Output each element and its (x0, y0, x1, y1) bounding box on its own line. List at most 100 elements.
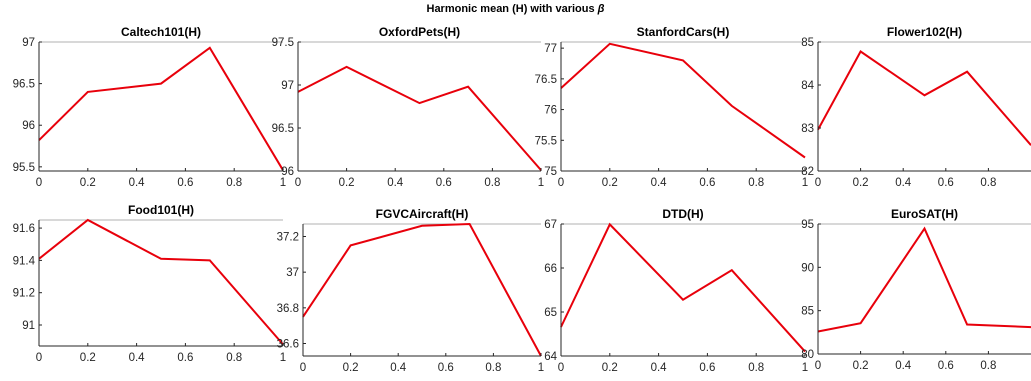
x-tick-label: 0 (558, 177, 564, 189)
x-tick-label: 0 (558, 362, 564, 374)
panel-title: DTD(H) (662, 207, 703, 221)
x-tick-label: 0.6 (438, 362, 454, 374)
panel-title: EuroSAT(H) (891, 207, 958, 221)
y-tick-label: 66 (544, 263, 557, 275)
y-tick-label: 96.5 (272, 123, 294, 135)
x-tick-label: 0.6 (938, 360, 954, 372)
x-tick-label: 0 (36, 352, 42, 364)
y-tick-label: 91 (22, 320, 35, 332)
chart-panel-4: Flower102(H) 0 0.2 0.4 0.6 0.8 82 83 84 85 (801, 25, 1031, 189)
x-tick-label: 0.6 (699, 362, 715, 374)
x-tick-label: 1 (538, 177, 544, 189)
y-tick-label: 83 (801, 123, 814, 135)
x-tick-label: 0.2 (853, 177, 869, 189)
x-tick-label: 0.8 (980, 177, 996, 189)
x-tick-label: 0.4 (895, 360, 912, 372)
y-tick-label: 65 (544, 307, 557, 319)
x-tick-label: 0.6 (177, 177, 193, 189)
y-tick-label: 37.2 (277, 231, 299, 243)
x-tick-label: 0.6 (699, 177, 715, 189)
x-tick-label: 0.4 (129, 177, 146, 189)
y-tick-label: 80 (801, 349, 814, 361)
y-tick-label: 36.6 (277, 339, 299, 351)
y-tick-label: 97.5 (272, 37, 294, 49)
y-tick-label: 76 (544, 105, 557, 117)
x-tick-label: 0 (300, 362, 306, 374)
x-tick-label: 0.4 (895, 177, 912, 189)
x-tick-label: 0 (295, 177, 301, 189)
y-tick-label: 77 (544, 43, 557, 55)
x-tick-label: 0 (815, 360, 821, 372)
x-tick-label: 0.2 (853, 360, 869, 372)
y-tick-label: 90 (801, 262, 814, 274)
x-tick-label: 1 (280, 177, 286, 189)
x-tick-label: 0.8 (748, 362, 764, 374)
x-tick-label: 0.2 (602, 177, 618, 189)
y-tick-label: 76.5 (535, 74, 557, 86)
x-tick-label: 0.6 (177, 352, 193, 364)
panel-title: Caltech101(H) (121, 25, 201, 39)
x-tick-label: 0.8 (980, 360, 996, 372)
x-tick-label: 0.4 (390, 362, 407, 374)
series-line (560, 222, 806, 353)
chart-panel-6: FGVCAircraft(H)0 0.2 0.4 0.6 0.8 136.636.8373… (277, 207, 545, 374)
y-tick-label: 82 (801, 166, 814, 178)
panel-title: Food101(H) (128, 203, 194, 217)
figure-title-text: Harmonic mean (H) with various (427, 3, 598, 15)
x-tick-label: 0.2 (343, 362, 359, 374)
x-tick-label: 1 (802, 362, 808, 374)
x-tick-label: 0.2 (80, 352, 96, 364)
x-tick-label: 0.8 (226, 177, 242, 189)
x-tick-label: 1 (802, 177, 808, 189)
series-line (560, 42, 806, 159)
y-tick-label: 95 (801, 219, 814, 231)
x-tick-label: 0 (815, 177, 821, 189)
series-line (817, 226, 1031, 333)
x-tick-label: 0.8 (226, 352, 242, 364)
y-tick-label: 91.4 (13, 255, 36, 267)
series-line (817, 50, 1031, 146)
x-tick-label: 0.4 (129, 352, 146, 364)
y-tick-label: 95.5 (13, 162, 35, 174)
chart-panel-8: EuroSAT(H) 0 0.2 0.4 0.6 0.8 80 85 90 95 (801, 207, 1031, 372)
x-tick-label: 0.4 (651, 177, 668, 189)
series-line (297, 65, 542, 171)
panel-title: Flower102(H) (887, 25, 962, 39)
panel-title: FGVCAircraft(H) (376, 207, 469, 221)
x-tick-label: 0.4 (387, 177, 404, 189)
y-tick-label: 97 (22, 37, 35, 49)
x-tick-label: 0.8 (484, 177, 500, 189)
x-tick-label: 0.2 (339, 177, 355, 189)
series-line (38, 218, 284, 346)
x-tick-label: 0 (36, 177, 42, 189)
x-tick-label: 0.4 (651, 362, 668, 374)
panel-title: OxfordPets(H) (379, 25, 460, 39)
x-tick-label: 0.2 (80, 177, 96, 189)
figure-title: Harmonic mean (H) with various β (427, 3, 605, 15)
y-tick-label: 37 (286, 267, 299, 279)
chart-panel-7: DTD(H) 0 0.2 0.4 0.6 0.8 1 64 65 66 67 (544, 207, 808, 374)
x-tick-label: 0.8 (748, 177, 764, 189)
x-tick-label: 0.2 (602, 362, 618, 374)
series-line (302, 222, 542, 357)
x-tick-label: 0.6 (938, 177, 954, 189)
y-tick-label: 97 (281, 80, 294, 92)
chart-panel-5: Food101(H) 0 0.2 0.4 0.6 0.8 1 91 91.2 91.4 91.6 (13, 203, 287, 364)
y-tick-label: 96 (281, 166, 294, 178)
y-tick-label: 67 (544, 219, 557, 231)
y-tick-label: 85 (801, 37, 814, 49)
x-tick-label: 1 (538, 362, 544, 374)
x-tick-label: 1 (280, 352, 286, 364)
chart-panel-3: StanfordCars(H)0 0.2 0.4 0.6 0.8 17575.57676.… (535, 25, 809, 189)
figure-title-beta: β (597, 3, 605, 15)
panels: Caltech101(H) 0 0.2 0.4 0.6 0.8 1 95.5 96 96.5 97 O… (13, 25, 1031, 374)
y-tick-label: 85 (801, 306, 814, 318)
y-tick-label: 96.5 (13, 79, 35, 91)
y-tick-label: 75 (544, 166, 557, 178)
y-tick-label: 75.5 (535, 135, 557, 147)
chart-panel-1: Caltech101(H) 0 0.2 0.4 0.6 0.8 1 95.5 96 96.5 97 (13, 25, 287, 189)
y-tick-label: 91.6 (13, 223, 35, 235)
panel-title: StanfordCars(H) (637, 25, 730, 39)
